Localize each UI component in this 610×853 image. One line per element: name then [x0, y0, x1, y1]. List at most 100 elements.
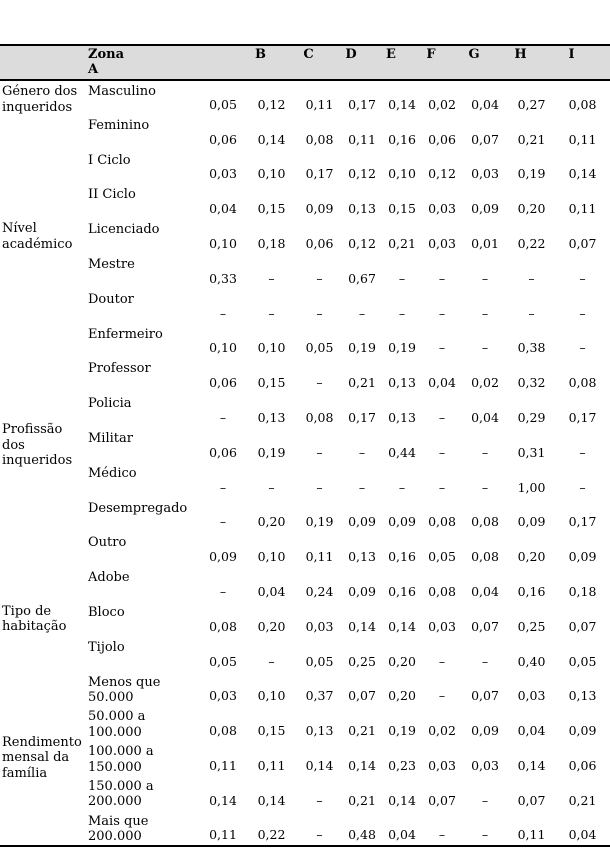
- value-cell-c: 0,14: [305, 757, 334, 773]
- value-cell-e: 0,13: [388, 409, 416, 425]
- value-cell-b: 0,20: [257, 514, 286, 530]
- value-cell-i: –: [579, 270, 586, 286]
- table-row: Mais que 200.000 0,11 0,22 – 0,48 0,04 – – 0,11 0…: [0, 811, 610, 846]
- row-label: II Ciclo: [88, 187, 136, 203]
- value-cell-b: 0,15: [257, 375, 286, 391]
- value-cell-e: 0,09: [388, 514, 416, 530]
- value-cell-c: 0,11: [305, 549, 334, 565]
- value-cell-i: –: [579, 340, 586, 356]
- row-label: Tijolo: [88, 639, 125, 655]
- value-cell-g: –: [481, 826, 489, 842]
- value-cell-h: 0,20: [517, 549, 546, 565]
- value-cell-g: –: [481, 444, 489, 460]
- value-cell-i: 0,11: [568, 201, 597, 217]
- value-cell-h: –: [528, 270, 535, 286]
- value-cell-c: –: [316, 826, 323, 842]
- value-cell-h: 0,31: [517, 444, 546, 460]
- value-cell-f: 0,02: [428, 723, 456, 739]
- value-cell-c: 0,24: [305, 583, 334, 599]
- table-row: Militar 0,06 0,19 – – 0,44 – – 0,31 –: [0, 428, 610, 463]
- value-cell-d: 0,21: [348, 375, 376, 391]
- value-cell-d: 0,67: [348, 270, 376, 286]
- value-cell-g: 0,08: [471, 514, 499, 530]
- value-cell-h: 0,20: [517, 201, 546, 217]
- column-header-f: F: [426, 47, 436, 62]
- value-cell-g: –: [481, 305, 489, 321]
- table-row: Policia – 0,13 0,08 0,17 0,13 – 0,04 0,29 0,17: [0, 393, 610, 428]
- value-cell-i: 0,09: [568, 723, 597, 739]
- row-label: 50.000 a 100.000: [88, 709, 146, 740]
- value-cell-a: 0,33: [209, 270, 237, 286]
- value-cell-a: 0,08: [209, 618, 237, 634]
- value-cell-g: –: [481, 270, 489, 286]
- value-cell-c: 0,19: [305, 514, 334, 530]
- value-cell-f: 0,03: [428, 618, 456, 634]
- row-label: 150.000 a 200.000: [88, 778, 154, 810]
- value-cell-f: –: [438, 826, 446, 842]
- value-cell-b: –: [268, 653, 275, 669]
- value-cell-c: –: [316, 375, 323, 391]
- value-cell-a: 0,09: [209, 549, 237, 565]
- value-cell-c: 0,05: [305, 653, 334, 669]
- value-cell-h: 0,29: [517, 409, 546, 425]
- value-cell-f: 0,05: [428, 549, 456, 565]
- value-cell-e: 0,15: [388, 201, 416, 217]
- value-cell-g: –: [481, 792, 489, 808]
- value-cell-g: 0,07: [471, 688, 499, 704]
- row-label: Médico: [88, 465, 137, 481]
- value-cell-h: 0,21: [517, 131, 546, 147]
- value-cell-e: 0,44: [388, 444, 416, 460]
- table-row: Doutor – – – – – – – – –: [0, 289, 610, 324]
- value-cell-g: 0,01: [471, 235, 499, 251]
- value-cell-e: 0,20: [388, 688, 416, 704]
- value-cell-i: 0,14: [568, 166, 597, 182]
- value-cell-h: 0,04: [517, 723, 546, 739]
- value-cell-e: 0,16: [388, 131, 416, 147]
- table-row: Tijolo 0,05 – 0,05 0,25 0,20 – – 0,40 0,05: [0, 637, 610, 672]
- value-cell-c: 0,13: [305, 723, 334, 739]
- column-header-zona-a: Zona A: [88, 47, 125, 77]
- value-cell-e: 0,04: [388, 826, 416, 842]
- value-cell-g: 0,07: [471, 131, 499, 147]
- value-cell-h: 0,22: [517, 235, 546, 251]
- value-cell-f: –: [438, 340, 446, 356]
- table-row: Rendimento mensal da família Menos que 50…: [0, 672, 610, 781]
- value-cell-a: –: [219, 479, 227, 495]
- column-header-a-blank: [200, 45, 246, 80]
- group-label: Rendimento mensal da família: [2, 734, 82, 781]
- value-cell-c: 0,06: [305, 235, 334, 251]
- survey-zone-table: Zona A B C D E F G H I Género dos inqueridos Mas…: [0, 44, 610, 847]
- value-cell-f: 0,07: [428, 792, 456, 808]
- row-label: Desempregado: [88, 500, 188, 516]
- value-cell-h: 0,27: [517, 96, 546, 112]
- value-cell-a: 0,06: [209, 131, 237, 147]
- value-cell-e: –: [398, 270, 406, 286]
- value-cell-c: –: [316, 479, 323, 495]
- value-cell-i: 0,07: [568, 618, 597, 634]
- row-label: Mais que 200.000: [88, 813, 149, 845]
- value-cell-d: 0,48: [348, 826, 376, 842]
- value-cell-a: 0,05: [209, 653, 237, 669]
- row-label: Enfermeiro: [88, 326, 163, 342]
- value-cell-d: 0,12: [348, 166, 376, 182]
- value-cell-d: 0,14: [348, 618, 376, 634]
- value-cell-a: 0,03: [209, 166, 237, 182]
- value-cell-c: 0,03: [305, 618, 334, 634]
- value-cell-i: 0,08: [568, 96, 597, 112]
- value-cell-e: –: [398, 305, 406, 321]
- value-cell-b: 0,20: [257, 618, 286, 634]
- value-cell-f: –: [438, 479, 446, 495]
- table-row: Outro 0,09 0,10 0,11 0,13 0,16 0,05 0,08 0,20 0,0…: [0, 532, 610, 567]
- value-cell-h: 0,09: [517, 514, 546, 530]
- table-row: 100.000 a 150.000 0,11 0,11 0,14 0,14 0,23 0,0…: [0, 741, 610, 776]
- value-cell-f: 0,03: [428, 235, 456, 251]
- group-label: Profissão dos inqueridos: [2, 422, 73, 469]
- value-cell-i: 0,17: [568, 409, 597, 425]
- value-cell-a: 0,10: [209, 235, 237, 251]
- value-cell-h: 0,32: [517, 375, 546, 391]
- value-cell-a: –: [219, 514, 227, 530]
- value-cell-g: –: [481, 653, 489, 669]
- value-cell-d: 0,17: [348, 409, 376, 425]
- column-header-h: H: [514, 47, 527, 62]
- value-cell-i: 0,17: [568, 514, 597, 530]
